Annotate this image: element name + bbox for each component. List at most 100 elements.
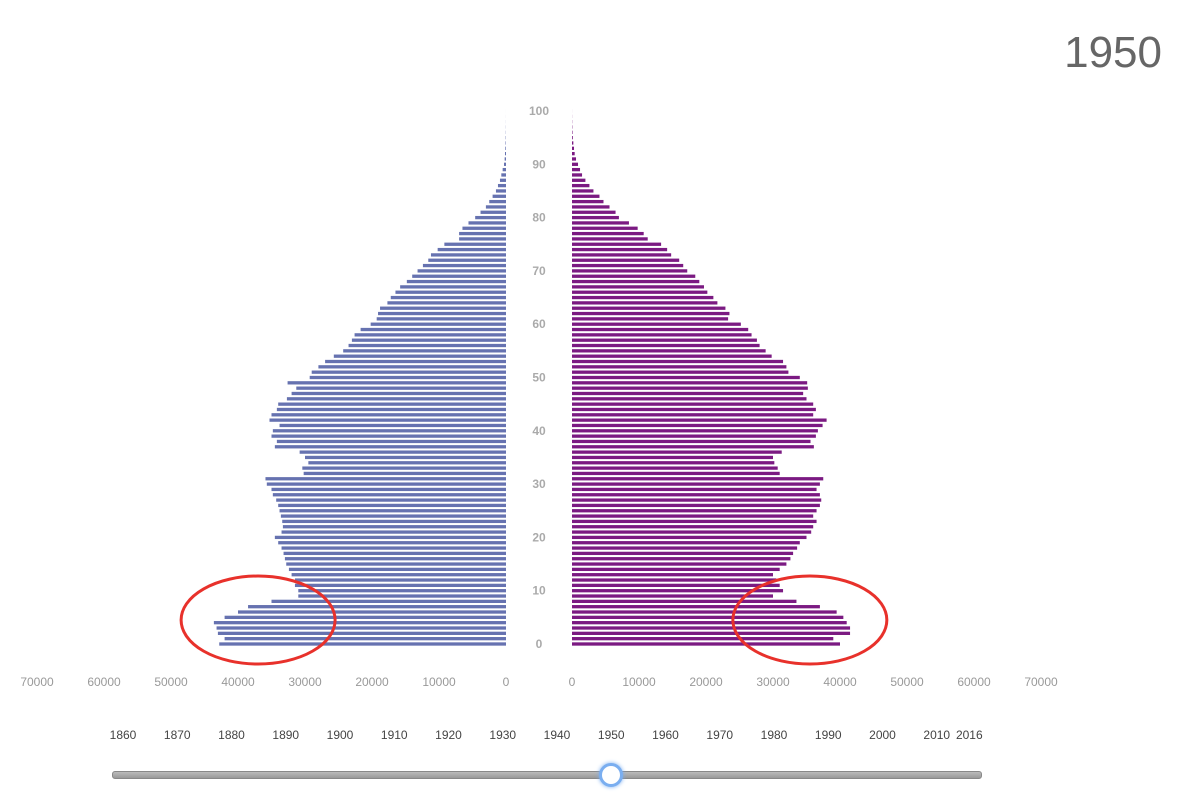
bar-left-age-5 — [224, 615, 506, 619]
bar-right-age-94 — [572, 141, 574, 145]
bar-right-age-49 — [572, 381, 808, 385]
age-tick-60: 60 — [532, 317, 546, 331]
bar-right-age-73 — [572, 253, 672, 257]
x-tick-left-50000: 50000 — [154, 675, 188, 689]
bar-right-age-52 — [572, 365, 787, 369]
bar-right-age-51 — [572, 370, 789, 374]
bar-right-age-65 — [572, 295, 714, 300]
timeline-year-1880[interactable]: 1880 — [218, 728, 245, 742]
bar-left-age-80 — [475, 215, 506, 220]
bar-right-age-39 — [572, 434, 816, 438]
bar-right-age-75 — [572, 242, 662, 246]
age-tick-70: 70 — [532, 264, 546, 278]
bar-right-age-30 — [572, 482, 820, 486]
timeline-year-1930[interactable]: 1930 — [489, 728, 517, 742]
timeline-year-1900[interactable]: 1900 — [326, 728, 354, 742]
timeline-year-2000[interactable]: 2000 — [869, 728, 896, 742]
bar-right-age-34 — [572, 461, 775, 465]
timeline-year-1990[interactable]: 1990 — [814, 728, 842, 742]
x-tick-right-20000: 20000 — [689, 675, 723, 689]
bar-right-age-15 — [572, 562, 787, 566]
population-pyramid-chart: 0 10 20 30 40 50 60 70 80 90 100 0 10000 20000 30000 4… — [20, 104, 1058, 689]
bar-right-age-17 — [572, 551, 794, 556]
bar-right-age-9 — [572, 594, 773, 598]
left-series-bars — [213, 109, 507, 646]
timeline-slider-track[interactable] — [112, 771, 982, 779]
bar-left-age-33 — [302, 466, 506, 470]
timeline-year-1950[interactable]: 1950 — [597, 728, 625, 742]
bar-left-age-57 — [351, 338, 506, 342]
bar-left-age-78 — [462, 226, 506, 230]
bar-right-age-26 — [572, 503, 820, 508]
bar-right-age-60 — [572, 322, 741, 326]
timeline-year-2016[interactable]: 2016 — [955, 728, 983, 742]
bar-right-age-8 — [572, 599, 797, 604]
bar-right-age-44 — [572, 407, 816, 412]
bar-left-age-42 — [269, 418, 506, 422]
bar-right-age-80 — [572, 215, 619, 220]
x-tick-right-10000: 10000 — [622, 675, 656, 689]
timeline-year-2010[interactable]: 2010 — [923, 728, 951, 742]
timeline-year-1980[interactable]: 1980 — [760, 728, 788, 742]
bar-left-age-20 — [274, 535, 506, 540]
bar-right-age-58 — [572, 333, 752, 337]
bar-right-age-74 — [572, 247, 668, 252]
age-tick-40: 40 — [532, 424, 546, 438]
bar-left-age-36 — [299, 450, 506, 454]
bar-left-age-16 — [284, 557, 506, 561]
bar-right-age-2 — [572, 631, 851, 635]
bar-right-age-36 — [572, 450, 782, 454]
bar-left-age-90 — [503, 162, 506, 166]
bar-left-age-48 — [296, 386, 506, 390]
bar-right-age-78 — [572, 226, 638, 230]
bar-right-age-70 — [572, 269, 688, 273]
bar-right-age-33 — [572, 466, 778, 470]
timeline-year-1870[interactable]: 1870 — [163, 728, 191, 742]
annotation-layer — [179, 574, 889, 666]
bar-left-age-38 — [276, 439, 506, 444]
timeline-year-1860[interactable]: 1860 — [109, 728, 137, 742]
timeline-year-1960[interactable]: 1960 — [652, 728, 679, 742]
bar-right-age-1 — [572, 637, 834, 641]
bar-left-age-23 — [282, 519, 506, 524]
bar-left-age-60 — [370, 322, 506, 326]
bar-left-age-1 — [224, 637, 506, 641]
timeline-year-1890[interactable]: 1890 — [272, 728, 300, 742]
bar-right-age-24 — [572, 514, 814, 518]
bar-right-age-19 — [572, 541, 800, 545]
bar-left-age-85 — [495, 189, 506, 193]
bar-left-age-17 — [283, 551, 506, 556]
bar-left-age-14 — [288, 567, 506, 572]
timeline-year-1970[interactable]: 1970 — [706, 728, 734, 742]
timeline-slider-handle[interactable] — [599, 763, 624, 787]
x-axis-left: 0 10000 20000 30000 40000 50000 60000 70000 — [20, 675, 509, 689]
bar-left-age-93 — [505, 146, 506, 150]
bar-right-age-7 — [572, 605, 820, 609]
bar-right-age-23 — [572, 519, 817, 524]
annotation-ellipse-right — [731, 574, 889, 666]
timeline-year-1940[interactable]: 1940 — [543, 728, 571, 742]
bar-left-age-87 — [499, 178, 506, 182]
bar-right-age-5 — [572, 615, 844, 619]
bar-right-age-16 — [572, 557, 791, 561]
bar-left-age-2 — [217, 631, 506, 635]
bar-right-age-37 — [572, 445, 814, 449]
bar-left-age-77 — [459, 231, 506, 236]
bar-right-age-32 — [572, 471, 780, 476]
timeline-year-1920[interactable]: 1920 — [435, 728, 462, 742]
bar-right-age-88 — [572, 173, 583, 177]
bar-left-age-6 — [238, 610, 506, 614]
bar-left-age-29 — [271, 487, 506, 492]
bar-left-age-66 — [395, 290, 506, 294]
age-tick-20: 20 — [532, 530, 546, 544]
bar-right-age-62 — [572, 311, 730, 316]
bar-left-age-4 — [213, 621, 506, 625]
bar-left-age-43 — [271, 413, 506, 417]
bar-right-age-10 — [572, 589, 784, 593]
age-tick-30: 30 — [532, 477, 546, 491]
timeline-year-1910[interactable]: 1910 — [380, 728, 408, 742]
bar-left-age-26 — [278, 503, 506, 508]
x-tick-left-20000: 20000 — [355, 675, 389, 689]
bar-left-age-52 — [318, 365, 506, 369]
bar-right-age-63 — [572, 306, 726, 310]
